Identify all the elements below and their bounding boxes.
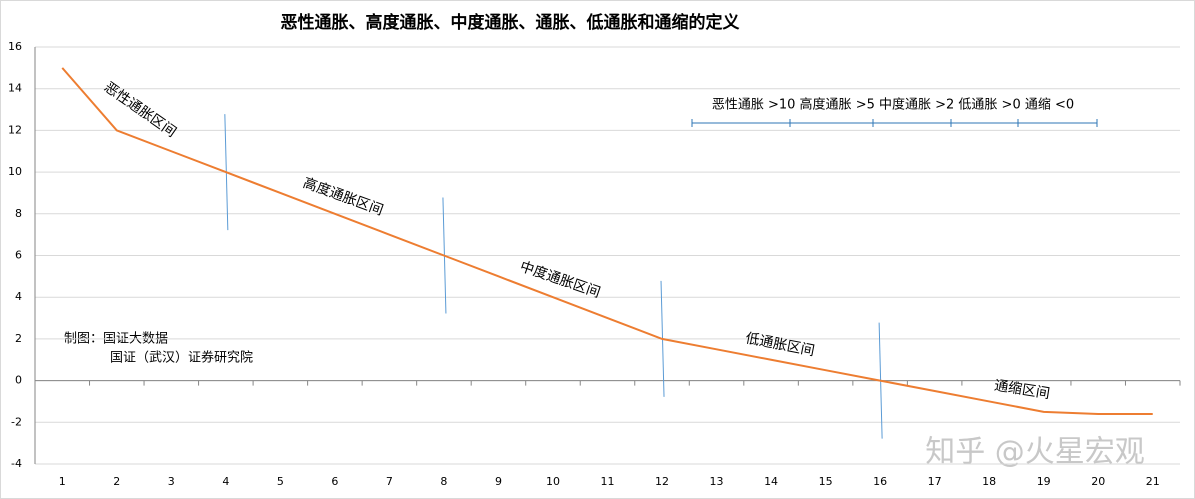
- x-tick-label: 1: [59, 475, 66, 488]
- y-tick-label: 14: [8, 82, 22, 95]
- threshold-note: 恶性通胀 >10 高度通胀 >5 中度通胀 >2 低通胀 >0 通缩 <0: [712, 97, 1074, 113]
- source-line: 国证（武汉）证券研究院: [110, 350, 253, 366]
- x-tick-label: 9: [495, 475, 502, 488]
- x-tick-label: 7: [386, 475, 393, 488]
- threshold-bracket: [691, 119, 1098, 127]
- x-tick-label: 17: [928, 475, 942, 488]
- y-tick-label: 16: [8, 40, 22, 53]
- y-tick-label: 6: [15, 249, 22, 262]
- y-tick-label: 12: [8, 123, 22, 136]
- y-tick-label: 4: [15, 290, 22, 303]
- y-tick-label: 10: [8, 165, 22, 178]
- x-tick-label: 21: [1146, 475, 1160, 488]
- chart-title: 恶性通胀、高度通胀、中度通胀、通胀、低通胀和通缩的定义: [281, 12, 740, 33]
- x-tick-label: 6: [331, 475, 338, 488]
- x-tick-label: 4: [222, 475, 229, 488]
- x-tick-label: 15: [819, 475, 833, 488]
- x-tick-label: 18: [982, 475, 996, 488]
- x-tick-label: 20: [1091, 475, 1105, 488]
- x-tick-label: 12: [655, 475, 669, 488]
- data-line: [61, 67, 1153, 415]
- x-tick-label: 14: [764, 475, 778, 488]
- x-tick-label: 19: [1037, 475, 1051, 488]
- x-tick-label: 16: [873, 475, 887, 488]
- x-tick-label: 11: [601, 475, 615, 488]
- y-tick-label: -4: [11, 457, 22, 470]
- y-tick-label: -2: [11, 415, 22, 428]
- x-tick-label: 3: [168, 475, 175, 488]
- y-tick-label: 0: [15, 374, 22, 387]
- x-tick-label: 5: [277, 475, 284, 488]
- y-tick-label: 2: [15, 332, 22, 345]
- x-tick-label: 8: [440, 475, 447, 488]
- x-tick-label: 2: [113, 475, 120, 488]
- y-tick-label: 8: [15, 207, 22, 220]
- x-tick-label: 10: [546, 475, 560, 488]
- x-tick-label: 13: [710, 475, 724, 488]
